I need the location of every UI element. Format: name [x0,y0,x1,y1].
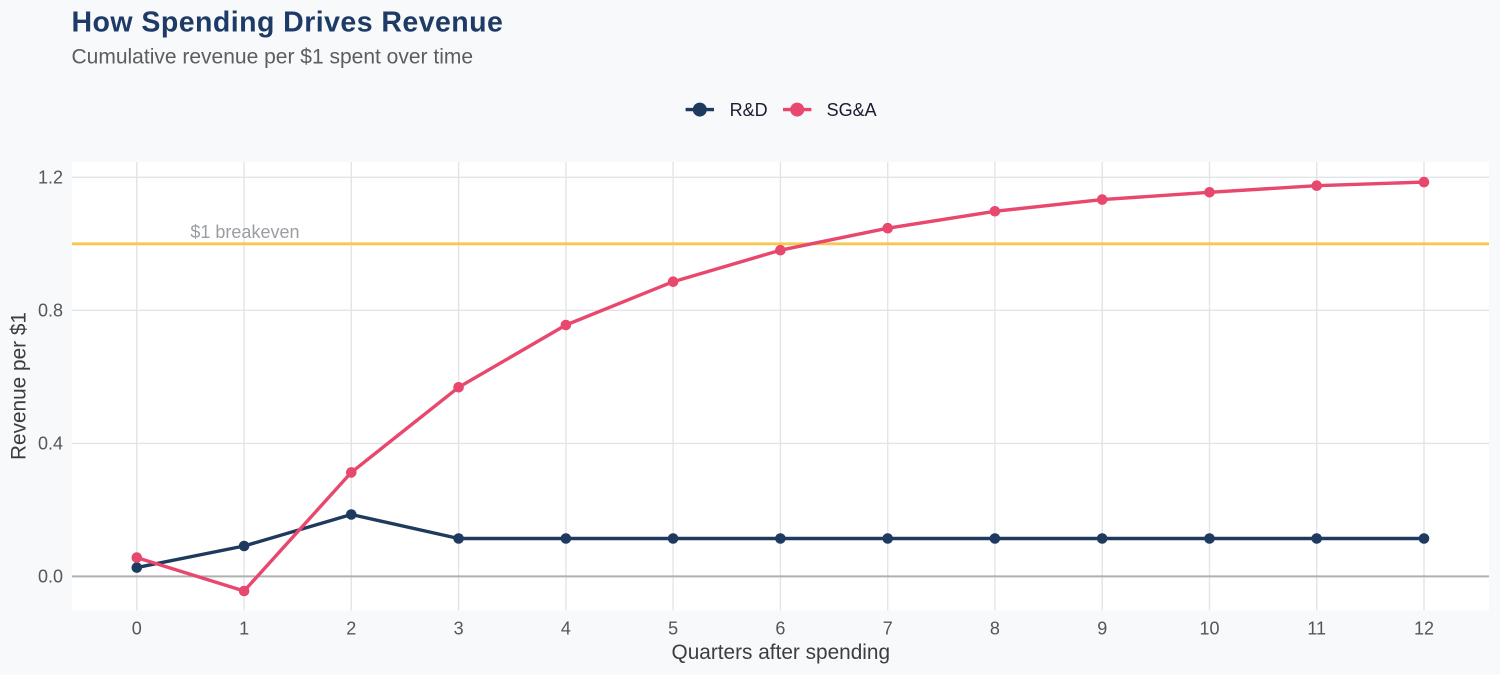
svg-text:4: 4 [561,619,571,639]
svg-text:SG&A: SG&A [827,100,877,120]
svg-text:1: 1 [239,619,249,639]
svg-text:9: 9 [1097,619,1107,639]
svg-text:0.4: 0.4 [38,434,63,454]
svg-text:7: 7 [883,619,893,639]
svg-text:R&D: R&D [730,100,768,120]
svg-text:Revenue per $1: Revenue per $1 [8,312,31,460]
svg-text:0: 0 [132,619,142,639]
svg-text:Quarters after spending: Quarters after spending [672,641,891,664]
svg-text:8: 8 [990,619,1000,639]
svg-text:1.2: 1.2 [38,168,63,188]
svg-text:3: 3 [454,619,464,639]
svg-text:How Spending Drives Revenue: How Spending Drives Revenue [72,6,504,38]
svg-text:10: 10 [1199,619,1219,639]
svg-text:Cumulative revenue per $1 spen: Cumulative revenue per $1 spent over tim… [72,46,474,69]
svg-text:$1 breakeven: $1 breakeven [190,222,299,242]
svg-text:6: 6 [775,619,785,639]
svg-text:12: 12 [1414,619,1434,639]
svg-text:0.8: 0.8 [38,301,63,321]
svg-text:0.0: 0.0 [38,567,63,587]
svg-text:5: 5 [668,619,678,639]
svg-text:11: 11 [1307,619,1326,639]
svg-text:2: 2 [346,619,356,639]
